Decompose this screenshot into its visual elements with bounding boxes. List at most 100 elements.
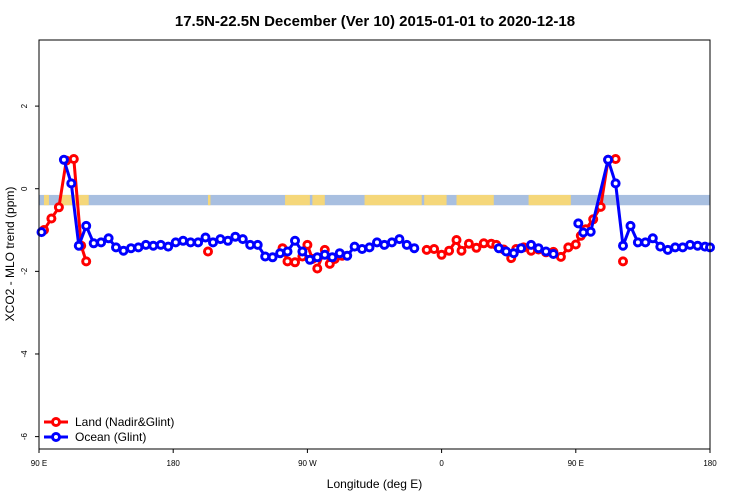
data-point-ocean xyxy=(275,248,286,259)
land-patch xyxy=(424,194,447,206)
data-point-land xyxy=(312,263,323,274)
data-point-ocean xyxy=(312,252,323,263)
data-point-ocean xyxy=(133,242,144,253)
chart-title: 17.5N-22.5N December (Ver 10) 2015-01-01… xyxy=(175,13,575,30)
data-point-ocean xyxy=(126,243,136,254)
data-point-land xyxy=(282,256,293,267)
data-point-land xyxy=(618,256,628,267)
data-point-ocean xyxy=(670,242,681,253)
x-axis: 90 E 180 90 W 0 90 E 180 xyxy=(31,449,717,468)
x-tick-label: 180 xyxy=(167,459,181,468)
data-point-ocean xyxy=(230,231,241,242)
data-point-land xyxy=(53,202,64,213)
data-point-ocean xyxy=(585,226,596,237)
data-point-ocean xyxy=(508,248,519,259)
y-axis-label: XCO2 - MLO trend (ppm) xyxy=(3,187,17,322)
data-point-land xyxy=(456,245,467,256)
data-point-ocean xyxy=(185,237,196,248)
data-point-ocean xyxy=(379,239,390,250)
land-patch xyxy=(312,194,325,206)
data-point-ocean xyxy=(252,239,263,250)
land-patch xyxy=(207,194,211,206)
data-point-ocean xyxy=(394,234,405,245)
land-patch xyxy=(364,194,422,206)
data-point-land xyxy=(478,238,489,249)
data-point-land xyxy=(610,154,621,164)
data-point-ocean xyxy=(578,227,589,238)
data-point-ocean xyxy=(357,244,368,254)
data-point-ocean xyxy=(208,237,218,248)
land-patch xyxy=(43,194,49,206)
data-point-ocean xyxy=(237,234,248,245)
data-point-ocean xyxy=(610,178,621,189)
land-ocean-strip xyxy=(39,194,710,206)
data-point-ocean xyxy=(685,239,696,250)
data-point-ocean xyxy=(573,218,584,229)
data-point-ocean xyxy=(342,250,353,261)
data-point-ocean xyxy=(493,243,504,254)
data-point-land xyxy=(421,244,432,255)
land-patch xyxy=(285,194,310,206)
data-point-ocean xyxy=(655,241,666,252)
data-point-ocean xyxy=(260,251,271,262)
y-tick-label: 2 xyxy=(20,103,29,108)
data-point-ocean xyxy=(603,154,614,165)
data-point-ocean xyxy=(200,232,211,243)
data-point-ocean xyxy=(155,239,166,250)
legend-label-land: Land (Nadir&Glint) xyxy=(75,415,174,429)
data-point-ocean xyxy=(692,240,703,251)
data-point-land xyxy=(436,249,447,260)
data-point-ocean xyxy=(290,235,300,246)
data-point-ocean xyxy=(409,243,420,254)
data-point-ocean xyxy=(386,237,397,248)
data-point-ocean xyxy=(282,246,293,257)
plot-frame xyxy=(38,39,711,450)
data-point-land xyxy=(471,242,482,253)
data-point-ocean xyxy=(178,235,189,246)
data-point-ocean xyxy=(319,249,330,260)
y-tick-label: -4 xyxy=(20,350,29,358)
legend-marker-ocean xyxy=(51,432,61,442)
data-point-land xyxy=(570,239,581,250)
land-patch xyxy=(528,194,571,206)
data-point-ocean xyxy=(81,220,92,231)
data-point-ocean xyxy=(103,233,114,244)
data-point-ocean xyxy=(349,241,360,252)
data-point-land xyxy=(429,244,440,254)
x-axis-label: Longitude (deg E) xyxy=(327,477,422,491)
x-tick-label: 0 xyxy=(439,459,444,468)
data-point-ocean xyxy=(618,240,628,251)
legend-label-ocean: Ocean (Glint) xyxy=(75,430,146,444)
data-point-ocean xyxy=(245,239,256,250)
data-point-land xyxy=(444,245,455,256)
data-point-ocean xyxy=(647,233,658,244)
data-point-ocean xyxy=(66,178,77,189)
data-point-ocean xyxy=(222,235,233,246)
legend: Land (Nadir&Glint) Ocean (Glint) xyxy=(44,415,174,444)
data-point-ocean xyxy=(364,242,375,253)
data-point-ocean xyxy=(96,237,107,248)
y-tick-label: -6 xyxy=(20,433,29,441)
land-patch xyxy=(73,194,89,206)
data-point-land xyxy=(203,246,213,257)
land-patch xyxy=(456,194,494,206)
data-point-ocean xyxy=(533,243,544,254)
data-point-ocean xyxy=(327,252,338,263)
data-point-land xyxy=(463,238,474,249)
data-point-land xyxy=(302,239,313,250)
data-point-ocean xyxy=(170,237,181,248)
data-point-ocean xyxy=(163,241,174,252)
data-point-ocean xyxy=(640,237,651,248)
data-point-ocean xyxy=(73,240,84,251)
data-point-ocean xyxy=(148,240,159,251)
data-point-ocean xyxy=(334,248,345,259)
data-point-ocean xyxy=(548,249,559,259)
data-point-ocean xyxy=(267,252,278,263)
data-point-ocean xyxy=(526,239,537,250)
data-point-land xyxy=(563,242,574,253)
x-tick-label: 90 W xyxy=(298,459,317,468)
data-point-land xyxy=(290,257,300,268)
y-tick-label: 0 xyxy=(20,186,29,191)
data-point-ocean xyxy=(632,237,643,248)
